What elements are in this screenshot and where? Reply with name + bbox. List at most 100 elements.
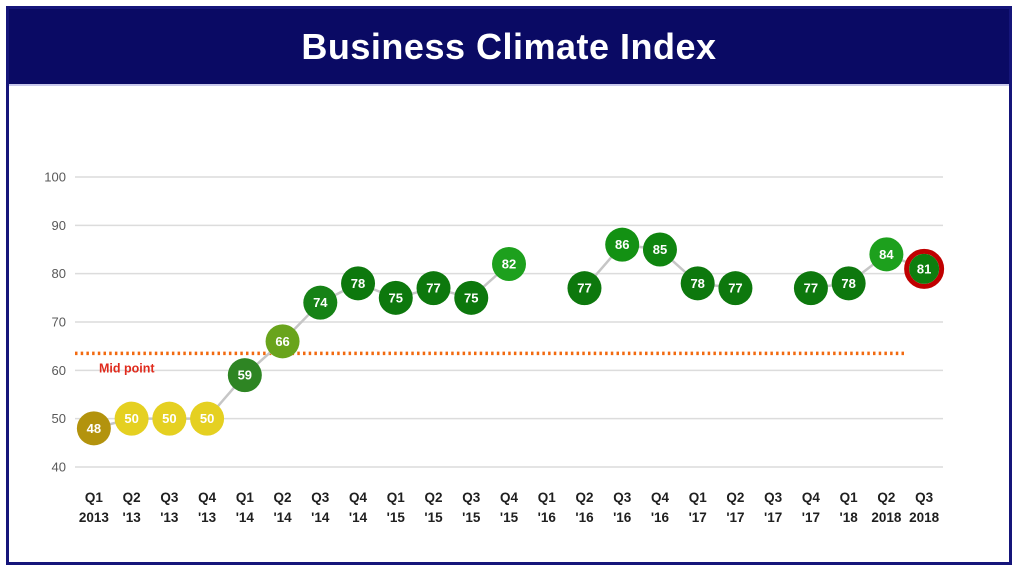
data-point <box>227 358 262 393</box>
data-point-label: 81 <box>917 261 931 276</box>
data-point-label: 77 <box>804 281 818 296</box>
x-axis-quarter-label: Q2 <box>425 490 443 505</box>
x-axis-year-label: '16 <box>651 510 670 525</box>
x-axis-year-label: '18 <box>840 510 859 525</box>
x-axis-year-label: '16 <box>613 510 632 525</box>
x-axis-year-label: '16 <box>575 510 594 525</box>
title-banner: Business Climate Index <box>9 9 1009 86</box>
x-axis-year-label: '15 <box>500 510 519 525</box>
x-axis-quarter-label: Q2 <box>274 490 292 505</box>
business-climate-line-chart: 100 90 80 70 60 50 40 Mid point 48 50 50 50 59 66 74 78… <box>44 170 945 525</box>
x-axis-quarter-label: Q3 <box>613 490 632 505</box>
x-axis-quarter-label: Q3 <box>311 490 330 505</box>
x-axis-year-label: '14 <box>349 510 368 525</box>
data-point <box>152 401 187 436</box>
midpoint-label: Mid point <box>99 361 155 375</box>
x-axis-quarter-label: Q3 <box>160 490 179 505</box>
data-point-label: 85 <box>653 242 667 257</box>
x-axis-quarter-label: Q2 <box>726 490 744 505</box>
x-axis-quarter-label: Q1 <box>689 490 708 505</box>
data-point-label: 78 <box>351 276 365 291</box>
data-point <box>869 237 904 272</box>
x-axis-year-label: '15 <box>424 510 443 525</box>
x-axis-quarter-label: Q3 <box>764 490 783 505</box>
x-axis-year-label: '13 <box>160 510 179 525</box>
data-point-label: 59 <box>238 368 252 383</box>
y-axis-tick-label: 100 <box>44 170 66 185</box>
data-point <box>303 285 338 320</box>
data-point <box>909 253 940 284</box>
x-axis-year-label: '15 <box>462 510 481 525</box>
data-point <box>605 227 640 262</box>
x-axis-year-label: '14 <box>273 510 292 525</box>
data-point <box>831 266 866 301</box>
x-axis-year-label: '13 <box>198 510 217 525</box>
data-point <box>190 401 225 436</box>
x-axis-quarter-label: Q2 <box>123 490 141 505</box>
x-axis-quarter-label: Q4 <box>651 490 670 505</box>
x-axis-year-label: '13 <box>122 510 141 525</box>
x-axis-year-label: '17 <box>764 510 782 525</box>
data-point <box>378 280 413 315</box>
data-point <box>680 266 715 301</box>
page-title: Business Climate Index <box>301 25 717 67</box>
y-axis-tick-label: 70 <box>52 315 66 330</box>
data-point-label: 75 <box>389 290 403 305</box>
data-point-label: 66 <box>275 334 289 349</box>
data-point-label: 48 <box>87 421 101 436</box>
data-point-label: 77 <box>426 281 440 296</box>
y-axis-tick-label: 40 <box>52 460 66 475</box>
x-axis-quarter-label: Q4 <box>349 490 368 505</box>
x-axis-quarter-label: Q4 <box>802 490 821 505</box>
x-axis-quarter-label: Q2 <box>877 490 895 505</box>
x-axis-quarter-label: Q2 <box>575 490 593 505</box>
data-point-label: 50 <box>124 411 138 426</box>
data-point <box>76 411 111 446</box>
x-axis-year-label: '14 <box>311 510 330 525</box>
x-axis-quarter-label: Q1 <box>538 490 557 505</box>
series-line <box>810 252 925 290</box>
data-point <box>341 266 376 301</box>
data-point <box>416 271 451 306</box>
data-point-label: 78 <box>690 276 704 291</box>
data-point-label: 50 <box>200 411 214 426</box>
content-frame: Business Climate Index 100 90 80 70 60 50 40 Mi… <box>6 6 1012 565</box>
data-point <box>454 280 489 315</box>
y-axis-tick-label: 80 <box>52 266 66 281</box>
x-axis-year-label: '14 <box>236 510 255 525</box>
y-axis-tick-label: 60 <box>52 363 66 378</box>
data-point <box>642 232 677 267</box>
x-axis-year-label: '16 <box>538 510 557 525</box>
x-axis-quarter-label: Q4 <box>500 490 519 505</box>
data-point <box>265 324 300 359</box>
x-axis-year-label: '17 <box>689 510 707 525</box>
x-axis-year-label: 2018 <box>871 510 902 525</box>
data-point <box>114 401 149 436</box>
data-point-label: 77 <box>728 281 742 296</box>
x-axis-year-label: '17 <box>802 510 820 525</box>
data-point <box>492 247 526 281</box>
data-point-label: 75 <box>464 290 478 305</box>
data-point <box>718 271 753 306</box>
data-point-label: 86 <box>615 237 629 252</box>
y-axis-tick-label: 50 <box>52 411 66 426</box>
data-point <box>567 271 602 306</box>
x-axis-quarter-label: Q3 <box>915 490 934 505</box>
data-point-label: 74 <box>313 295 328 310</box>
x-axis-year-label: 2013 <box>79 510 110 525</box>
x-axis-year-label: '15 <box>387 510 406 525</box>
x-axis-quarter-label: Q1 <box>840 490 859 505</box>
x-axis-year-label: '17 <box>726 510 744 525</box>
data-point-label: 50 <box>162 411 176 426</box>
data-point-label: 84 <box>879 247 894 262</box>
chart-area: 100 90 80 70 60 50 40 Mid point 48 50 50 50 59 66 74 78… <box>9 88 1009 566</box>
data-point-label: 82 <box>502 257 516 272</box>
data-point-label: 78 <box>841 276 855 291</box>
x-axis-quarter-label: Q4 <box>198 490 217 505</box>
highlight-ring <box>904 248 945 289</box>
x-axis-quarter-label: Q3 <box>462 490 481 505</box>
x-axis-quarter-label: Q1 <box>85 490 104 505</box>
data-point <box>793 271 828 306</box>
data-point-label: 77 <box>577 281 591 296</box>
x-axis-quarter-label: Q1 <box>387 490 406 505</box>
